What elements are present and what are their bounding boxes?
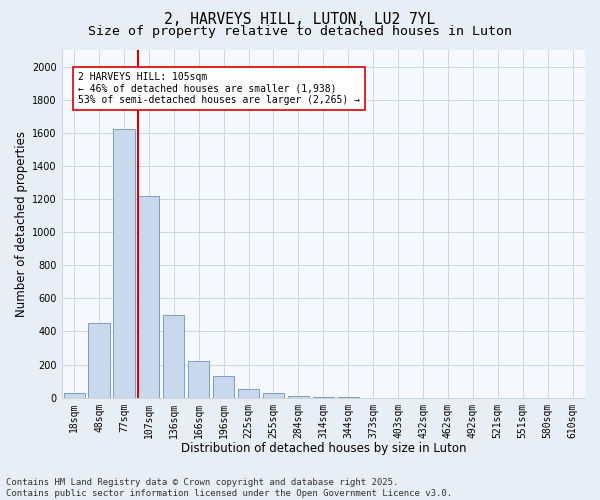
Bar (163, 315, 184, 398)
Bar (238, 388, 259, 398)
Bar (313, 397, 334, 398)
Text: 2, HARVEYS HILL, LUTON, LU2 7YL: 2, HARVEYS HILL, LUTON, LU2 7YL (164, 12, 436, 28)
Bar (64, 393, 85, 398)
Bar (138, 196, 160, 398)
Bar (263, 393, 284, 398)
Y-axis label: Number of detached properties: Number of detached properties (15, 131, 28, 317)
Bar (113, 130, 134, 398)
Text: 2 HARVEYS HILL: 105sqm
← 46% of detached houses are smaller (1,938)
53% of semi-: 2 HARVEYS HILL: 105sqm ← 46% of detached… (78, 72, 360, 104)
Text: Size of property relative to detached houses in Luton: Size of property relative to detached ho… (88, 25, 512, 38)
Bar (213, 376, 234, 398)
Bar (88, 323, 110, 398)
X-axis label: Distribution of detached houses by size in Luton: Distribution of detached houses by size … (181, 442, 466, 455)
Bar (288, 396, 309, 398)
Text: Contains HM Land Registry data © Crown copyright and database right 2025.
Contai: Contains HM Land Registry data © Crown c… (6, 478, 452, 498)
Bar (188, 362, 209, 398)
